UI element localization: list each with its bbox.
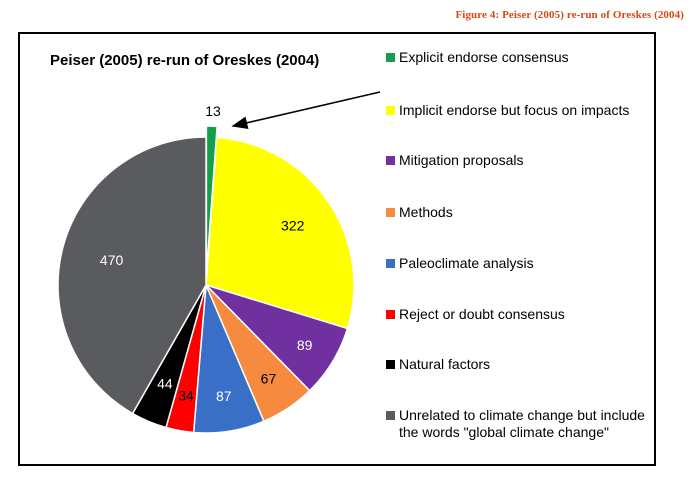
legend-swatch xyxy=(386,53,395,62)
legend-item-explicit-endorse-consensus: Explicit endorse consensus xyxy=(386,49,646,66)
legend-item-implicit-endorse-but-focus-on-impacts: Implicit endorse but focus on impacts xyxy=(386,102,646,119)
legend-swatch xyxy=(386,310,395,319)
legend-item-reject-or-doubt-consensus: Reject or doubt consensus xyxy=(386,306,646,323)
legend-item-natural-factors: Natural factors xyxy=(386,356,646,373)
data-label-paleoclimate-analysis: 87 xyxy=(216,388,232,404)
data-label-natural-factors: 44 xyxy=(157,375,173,391)
pie-slice-unrelated-to-climate-change-but-include-the-words-global-climate-change xyxy=(57,136,207,415)
data-label-explicit-endorse-consensus: 13 xyxy=(205,103,221,119)
legend-label: Reject or doubt consensus xyxy=(399,306,565,322)
legend-label: Natural factors xyxy=(399,356,491,372)
figure-caption: Figure 4: Peiser (2005) re-run of Oreske… xyxy=(455,9,684,21)
legend-item-paleoclimate-analysis: Paleoclimate analysis xyxy=(386,255,646,272)
pie-chart: 13 322 89 67 87 34 44 470 xyxy=(57,91,381,434)
legend-label: Implicit endorse but focus on impacts xyxy=(399,102,630,118)
data-label-methods: 67 xyxy=(261,371,277,387)
legend-label: Mitigation proposals xyxy=(399,152,524,168)
legend-label: Paleoclimate analysis xyxy=(399,255,534,271)
data-label-unrelated-to-climate-change-but-include-the-words-global-climate-change: 470 xyxy=(100,252,124,268)
callout-arrow xyxy=(231,91,381,129)
legend-swatch xyxy=(386,259,395,268)
legend-item-methods: Methods xyxy=(386,204,646,221)
pie-slice-implicit-endorse-but-focus-on-impacts xyxy=(205,136,355,330)
chart-frame: Peiser (2005) re-run of Oreskes (2004) 1… xyxy=(18,32,656,466)
legend-label: Methods xyxy=(399,204,453,220)
legend-label: Explicit endorse consensus xyxy=(399,49,569,65)
data-label-mitigation-proposals: 89 xyxy=(297,337,313,353)
legend-item-unrelated-to-climate-change-but-include-the-words-global-climate-change: Unrelated to climate change but include … xyxy=(386,407,646,441)
legend-swatch xyxy=(386,208,395,217)
legend-item-mitigation-proposals: Mitigation proposals xyxy=(386,152,646,169)
legend-swatch xyxy=(386,360,395,369)
legend-swatch xyxy=(386,106,395,115)
data-label-implicit-endorse-but-focus-on-impacts: 322 xyxy=(281,218,305,234)
chart-title: Peiser (2005) re-run of Oreskes (2004) xyxy=(50,52,320,69)
data-label-reject-or-doubt-consensus: 34 xyxy=(178,388,194,404)
legend-swatch xyxy=(386,156,395,165)
legend-swatch xyxy=(386,411,395,420)
legend-label: Unrelated to climate change but include … xyxy=(399,407,645,440)
